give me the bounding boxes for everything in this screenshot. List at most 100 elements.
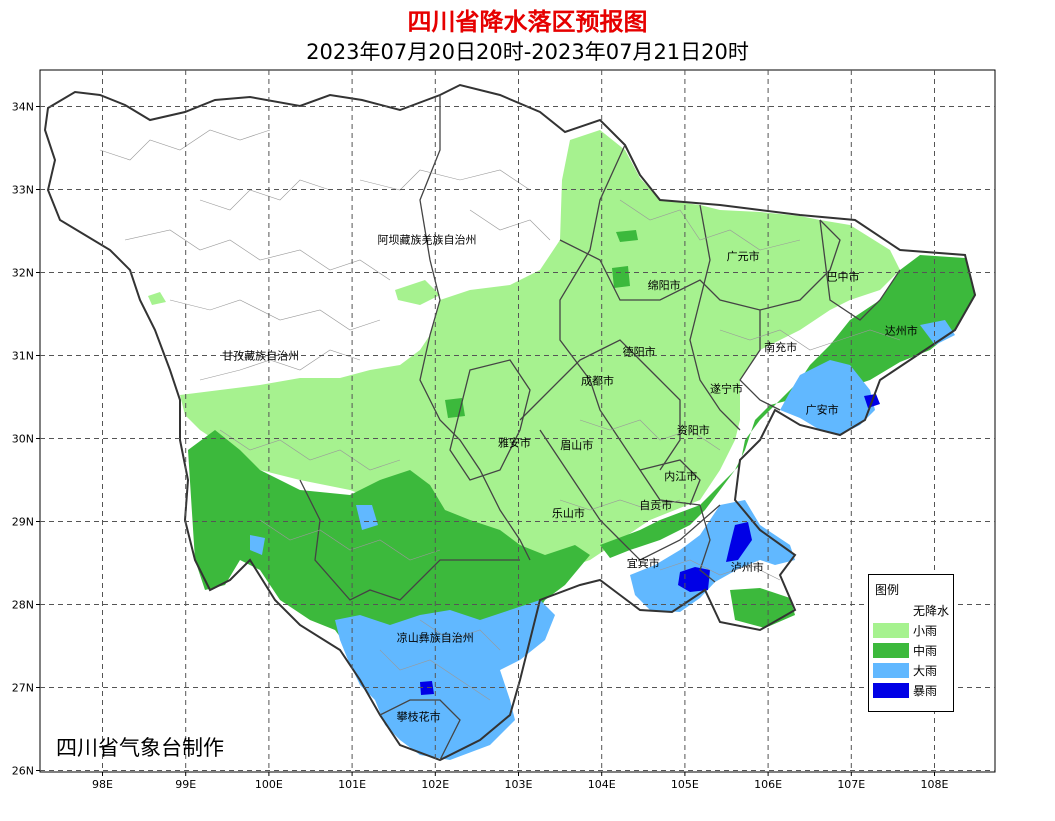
county-boundary [619, 199, 801, 251]
city-boundary [299, 479, 520, 601]
x-tick-label: 104E [588, 778, 616, 791]
region-label: 广元市 [727, 249, 760, 263]
light-rain-area [180, 130, 900, 570]
y-tick-label: 31N [12, 350, 34, 363]
grid-lines [40, 70, 995, 772]
city-boundary [639, 459, 701, 506]
legend-label: 大雨 [913, 664, 938, 678]
heavy-rain-patch [250, 535, 265, 555]
city-boundary [519, 339, 681, 471]
x-tick-label: 106E [754, 778, 782, 791]
region-label: 雅安市 [498, 436, 531, 450]
legend-item-none: 无降水 [873, 603, 949, 619]
region-label: 德阳市 [623, 344, 656, 358]
region-label: 绵阳市 [648, 278, 681, 292]
rainstorm-area [678, 567, 710, 592]
legend-label: 中雨 [913, 644, 938, 658]
county-boundary [719, 329, 901, 351]
heavy-rain-area [335, 600, 555, 760]
legend-swatch [873, 663, 909, 678]
y-tick-label: 34N [12, 101, 34, 114]
y-tick-label: 26N [12, 765, 34, 778]
county-boundary [99, 129, 271, 161]
city-boundary [559, 219, 841, 311]
province-boundary [43, 83, 977, 762]
county-boundary [199, 349, 361, 381]
x-tick-label: 103E [505, 778, 533, 791]
legend-label: 小雨 [913, 624, 938, 638]
moderate-rain-area [600, 255, 976, 558]
county-boundary [199, 179, 331, 211]
heavy-rain-area [920, 320, 955, 345]
legend-item-light-rain: 小雨 [873, 623, 949, 639]
legend-label: 无降水 [913, 604, 950, 618]
x-tick-label: 107E [837, 778, 865, 791]
region-label: 攀枝花市 [397, 710, 441, 724]
axis-ticks [36, 106, 935, 776]
region-label: 眉山市 [560, 438, 593, 452]
x-tick-label: 105E [671, 778, 699, 791]
region-label: 南充市 [764, 340, 797, 354]
moderate-rain-patch [616, 230, 638, 242]
region-label: 宜宾市 [627, 556, 660, 570]
county-boundary [469, 209, 551, 241]
county-boundary [559, 499, 681, 511]
moderate-rain-patch [445, 398, 465, 418]
legend-item-moderate-rain: 中雨 [873, 643, 949, 659]
y-tick-label: 32N [12, 267, 34, 280]
credit-text: 四川省气象台制作 [56, 736, 224, 760]
legend-label: 暴雨 [913, 684, 938, 698]
region-label: 泸州市 [731, 560, 764, 574]
region-label: 成都市 [581, 373, 614, 387]
region-label: 内江市 [664, 469, 697, 483]
x-tick-label: 101E [338, 778, 366, 791]
x-tick-label: 99E [175, 778, 196, 791]
map-legend: 图例 无降水 小雨 中雨 大雨 暴雨 [868, 574, 954, 712]
county-boundary [219, 429, 401, 471]
county-boundary [169, 299, 381, 331]
heavy-rain-patch [356, 505, 378, 530]
legend-item-rainstorm: 暴雨 [873, 683, 949, 699]
moderate-rain-patch [612, 266, 630, 288]
y-tick-label: 29N [12, 516, 34, 529]
map-title: 四川省降水落区预报图 [407, 8, 648, 36]
heavy-rain-area [630, 500, 795, 612]
county-boundary [259, 519, 441, 561]
legend-swatch [873, 643, 909, 658]
y-tick-label: 28N [12, 599, 34, 612]
x-tick-label: 100E [255, 778, 283, 791]
county-boundary [579, 419, 721, 451]
region-label: 自贡市 [639, 498, 672, 512]
region-label: 资阳市 [677, 423, 710, 437]
city-boundary [689, 204, 741, 431]
county-boundary [659, 559, 781, 581]
region-label: 凉山彝族自治州 [397, 631, 474, 645]
city-boundary [699, 504, 716, 583]
county-boundary [124, 229, 391, 281]
legend-title: 图例 [875, 583, 900, 597]
light-rain-patch [148, 292, 166, 305]
city-boundary [539, 429, 721, 561]
region-label: 达州市 [885, 324, 918, 338]
county-boundary [379, 649, 491, 701]
legend-swatch [873, 603, 909, 618]
x-tick-label: 102E [421, 778, 449, 791]
city-boundary [449, 359, 531, 481]
region-label: 遂宁市 [710, 382, 743, 396]
x-tick-label: 108E [921, 778, 949, 791]
y-tick-label: 27N [12, 682, 34, 695]
region-label: 阿坝藏族羌族自治州 [377, 232, 476, 246]
x-axis-labels: 98E 99E 100E 101E 102E 103E 104E 105E 106E 107E 10… [92, 778, 948, 791]
legend-item-heavy-rain: 大雨 [873, 663, 949, 679]
region-label: 甘孜藏族自治州 [222, 349, 299, 363]
map-subtitle: 2023年07月20日20时-2023年07月21日20时 [306, 40, 749, 64]
y-tick-label: 33N [12, 184, 34, 197]
legend-swatch [873, 683, 909, 698]
city-boundary [819, 219, 901, 321]
x-tick-label: 98E [92, 778, 113, 791]
city-boundary [559, 144, 701, 506]
rainstorm-area [726, 522, 752, 562]
county-boundary [359, 169, 531, 191]
